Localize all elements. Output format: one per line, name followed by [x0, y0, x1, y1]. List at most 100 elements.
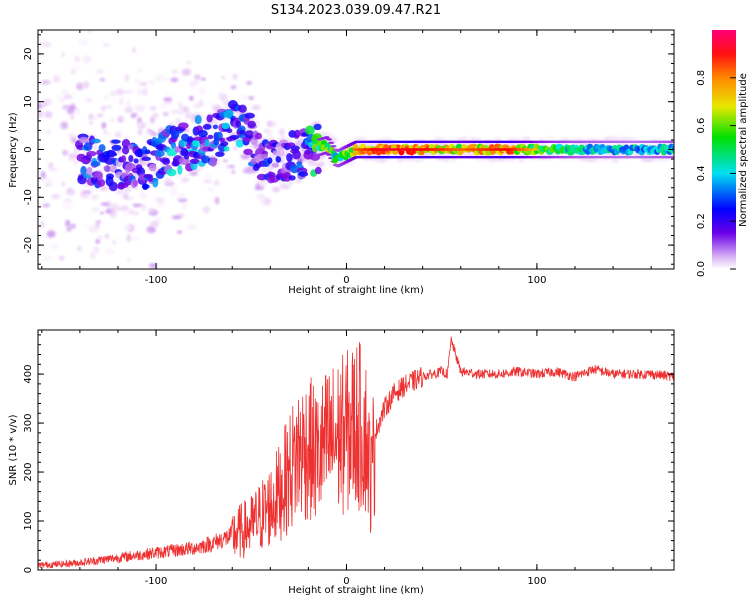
- ridge-blob: [143, 173, 154, 179]
- ridge-blob: [141, 156, 151, 161]
- noise-blob: [58, 255, 65, 261]
- colorbar-tick-label: 0.0: [696, 261, 707, 277]
- noise-blob: [181, 203, 187, 210]
- noise-blob: [128, 209, 135, 215]
- noise-blob: [203, 174, 214, 179]
- band-halo: [522, 136, 531, 142]
- noise-blob: [242, 168, 251, 174]
- noise-blob: [38, 142, 41, 151]
- noise-blob: [46, 230, 56, 238]
- noise-blob: [67, 187, 72, 192]
- noise-blob: [82, 193, 90, 199]
- noise-blob: [177, 197, 188, 203]
- noise-blob: [142, 88, 148, 96]
- noise-blob: [213, 180, 220, 186]
- ridge-blob: [103, 165, 111, 173]
- ridge-blob: [271, 162, 280, 168]
- ridge-blob: [238, 104, 247, 113]
- ridge-blob: [90, 160, 101, 167]
- ridge-blob: [98, 144, 106, 152]
- noise-blob: [88, 116, 98, 120]
- ridge-blob: [206, 114, 213, 123]
- ridge-blob: [83, 142, 93, 151]
- ridge-blob: [290, 145, 300, 151]
- ridge-blob: [243, 148, 253, 156]
- ridge-blob: [162, 158, 171, 165]
- spectrogram-ytick-label: 0: [23, 146, 34, 152]
- noise-blob: [152, 112, 159, 119]
- noise-blob: [93, 143, 98, 151]
- noise-blob: [172, 69, 178, 75]
- ridge-blob: [286, 153, 293, 163]
- noise-blob: [112, 239, 117, 245]
- noise-blob: [154, 74, 164, 82]
- noise-blob: [65, 219, 71, 228]
- ridge-blob: [194, 114, 202, 125]
- ridge-blob: [166, 168, 177, 177]
- noise-blob: [47, 176, 52, 185]
- noise-blob: [255, 181, 260, 190]
- ridge-blob: [174, 146, 181, 153]
- ridge-blob: [166, 148, 178, 157]
- colorbar-ticks: 0.0 0.2 0.4 0.6 0.8: [696, 70, 736, 277]
- ridge-blob: [120, 155, 127, 163]
- noise-blob: [280, 184, 291, 190]
- noise-blob: [52, 299, 58, 306]
- noise-blob: [88, 225, 99, 233]
- noise-blob: [169, 185, 178, 192]
- noise-blob: [171, 215, 182, 220]
- noise-blob: [53, 75, 61, 83]
- noise-blob: [101, 122, 107, 129]
- ridge-blob: [106, 149, 116, 158]
- ridge-blob: [226, 128, 233, 134]
- ridge-blob: [128, 154, 134, 163]
- ridge-blob: [170, 142, 177, 149]
- ridge-blob: [184, 154, 190, 160]
- noise-blob: [117, 115, 124, 123]
- noise-blob: [222, 99, 230, 105]
- ridge-blob: [207, 134, 214, 140]
- noise-blob: [180, 177, 190, 183]
- noise-blob: [69, 223, 77, 229]
- noise-blob: [272, 186, 281, 193]
- noise-blob: [90, 251, 96, 260]
- noise-blob: [193, 103, 201, 109]
- ridge-blob: [108, 181, 118, 192]
- colorbar-tick-label: 0.8: [696, 70, 707, 86]
- noise-blob: [42, 21, 51, 25]
- noise-blob: [69, 113, 75, 120]
- ridge-blob: [218, 137, 226, 142]
- noise-blob: [175, 118, 182, 125]
- noise-blob: [132, 203, 143, 208]
- noise-blob: [137, 129, 143, 136]
- spectrogram-ytick-label: 20: [23, 48, 34, 61]
- ridge-blob: [80, 165, 87, 176]
- noise-blob: [187, 223, 197, 231]
- ridge-edge: [671, 155, 674, 159]
- noise-blob: [109, 203, 120, 209]
- noise-blob: [147, 80, 156, 85]
- spectrogram-xlabel: Height of straight line (km): [288, 285, 424, 296]
- spectrogram-xtick-label: 0: [343, 275, 349, 286]
- noise-blob: [124, 74, 130, 82]
- noise-blob: [109, 210, 117, 219]
- noise-blob: [38, 103, 43, 109]
- noise-blob: [74, 108, 80, 114]
- noise-blob: [40, 171, 46, 178]
- noise-blob: [60, 121, 69, 130]
- noise-blob: [269, 122, 277, 127]
- noise-blob: [48, 305, 58, 310]
- noise-blob: [115, 88, 125, 96]
- noise-blob: [56, 95, 65, 101]
- colorbar: 0.0 0.2 0.4 0.6 0.8 Normalized spectral ampl…: [696, 30, 749, 277]
- ridge-blob: [202, 123, 212, 130]
- noise-blob: [68, 133, 76, 140]
- noise-blob: [178, 192, 186, 199]
- noise-blob: [103, 42, 110, 48]
- ridge-blob: [96, 178, 106, 187]
- noise-blob: [232, 73, 238, 80]
- noise-blob: [248, 96, 255, 101]
- noise-blob: [130, 236, 140, 241]
